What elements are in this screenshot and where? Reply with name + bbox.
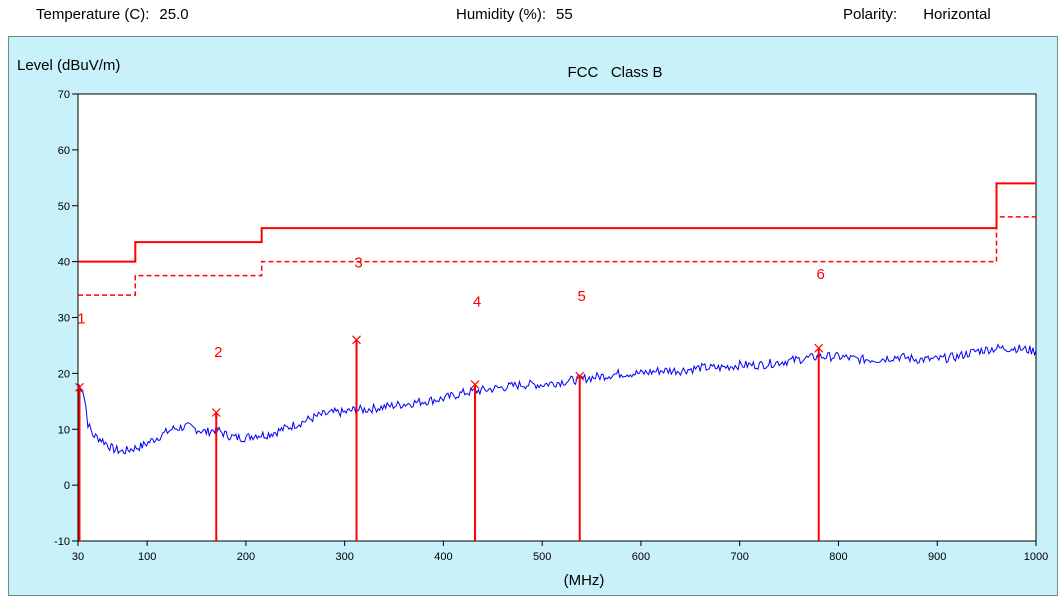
marker-x <box>814 343 824 353</box>
test-conditions-header: Temperature (C): 25.0 Humidity (%): 55 Pol… <box>0 0 1062 36</box>
marker-x <box>75 382 84 392</box>
marker-x <box>352 335 361 345</box>
marker-x <box>211 408 221 417</box>
marker-label: 2 <box>214 344 222 361</box>
limit-line <box>78 182 1036 263</box>
x-tick-label: 400 <box>434 551 452 563</box>
margin-line <box>78 216 1036 296</box>
x-tick-label: 1000 <box>1024 551 1048 563</box>
chart-title: FCC Class B <box>567 64 662 81</box>
peak-markers: 1 2 3 4 5 6 <box>75 255 825 541</box>
marker-x <box>575 371 585 381</box>
marker-label: 1 <box>77 311 85 328</box>
y-tick-label: 20 <box>58 368 70 380</box>
x-tick-label: 800 <box>829 551 847 563</box>
y-tick-label: -10 <box>54 536 70 548</box>
x-tick-label: 600 <box>632 551 650 563</box>
marker-label: 4 <box>473 294 481 311</box>
marker-label: 6 <box>817 266 825 283</box>
y-axis-label: Level (dBuV/m) <box>17 57 120 74</box>
humidity-readout: Humidity (%): 55 <box>456 6 573 23</box>
marker-x <box>470 380 480 389</box>
axis-ticks: -10 0 10 20 30 40 50 60 70 30 100 200 300 400 500 600 70… <box>54 89 1048 563</box>
y-tick-label: 70 <box>58 89 70 101</box>
x-tick-label: 500 <box>533 551 551 563</box>
y-tick-label: 30 <box>58 313 70 325</box>
x-tick-label: 700 <box>731 551 749 563</box>
x-tick-label: 900 <box>928 551 946 563</box>
marker-label: 3 <box>354 255 362 272</box>
y-tick-label: 60 <box>58 145 70 157</box>
temperature-value: 25.0 <box>159 6 189 23</box>
chart-panel: Level (dBuV/m) FCC Class B (MHz) -10 0 10 2… <box>8 36 1058 596</box>
marker-label: 5 <box>578 288 586 305</box>
y-tick-label: 40 <box>58 257 70 269</box>
humidity-label: Humidity (%): <box>456 6 547 23</box>
plot-area <box>77 93 1037 542</box>
humidity-value: 55 <box>556 6 573 23</box>
x-axis-label: (MHz) <box>564 572 605 589</box>
polarity-label: Polarity: <box>843 6 898 23</box>
x-tick-label: 30 <box>72 551 84 563</box>
temperature-label: Temperature (C): <box>36 6 150 23</box>
polarity-value: Horizontal <box>923 6 991 23</box>
x-tick-label: 200 <box>237 551 255 563</box>
y-tick-label: 10 <box>58 424 70 436</box>
x-tick-label: 100 <box>138 551 156 563</box>
y-tick-label: 50 <box>58 201 70 213</box>
emission-chart: Level (dBuV/m) FCC Class B (MHz) -10 0 10 2… <box>17 57 1048 589</box>
x-tick-label: 300 <box>335 551 353 563</box>
polarity-readout: Polarity: Horizontal <box>843 6 991 23</box>
temperature-readout: Temperature (C): 25.0 <box>36 6 189 23</box>
measured-trace <box>77 343 1037 455</box>
y-tick-label: 0 <box>64 480 70 492</box>
